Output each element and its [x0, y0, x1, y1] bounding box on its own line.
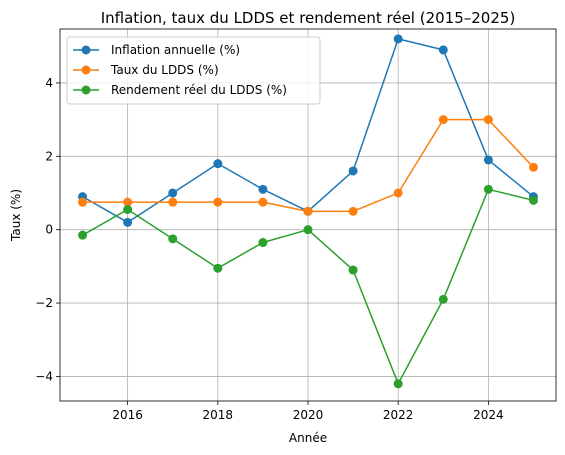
- legend-label: Taux du LDDS (%): [110, 63, 219, 77]
- data-point: [348, 166, 358, 176]
- data-point: [528, 195, 538, 205]
- data-point: [393, 34, 403, 44]
- x-tick-label: 2020: [293, 408, 324, 422]
- data-point: [168, 188, 178, 198]
- data-point: [303, 225, 313, 235]
- legend-box: [66, 36, 321, 105]
- legend-swatch-marker: [81, 85, 91, 95]
- data-point: [258, 238, 268, 248]
- legend: Inflation annuelle (%) Taux du LDDS (%) Re…: [66, 36, 321, 105]
- data-point: [78, 197, 88, 207]
- legend-label: Inflation annuelle (%): [111, 43, 240, 57]
- data-point: [123, 197, 133, 207]
- data-point: [393, 379, 403, 389]
- y-axis-label: Taux (%): [9, 189, 23, 242]
- legend-item: Taux du LDDS (%): [73, 63, 219, 77]
- x-axis: 2016 2018 2020 2022 2024: [112, 401, 504, 422]
- data-point: [168, 197, 178, 207]
- data-point: [483, 115, 493, 125]
- x-tick-label: 2016: [112, 408, 143, 422]
- data-point: [483, 184, 493, 194]
- data-point: [123, 204, 133, 214]
- y-tick-label: 0: [45, 223, 53, 237]
- data-point: [258, 197, 268, 207]
- legend-label: Rendement réel du LDDS (%): [111, 83, 287, 97]
- y-axis: −4 −2 0 2 4: [35, 76, 60, 383]
- data-point: [438, 45, 448, 55]
- data-point: [483, 155, 493, 165]
- y-tick-label: −4: [35, 369, 53, 383]
- data-point: [348, 265, 358, 275]
- data-point: [528, 162, 538, 172]
- series-3: [78, 184, 538, 389]
- y-tick-label: −2: [35, 296, 53, 310]
- data-point: [438, 115, 448, 125]
- legend-item: Rendement réel du LDDS (%): [73, 83, 287, 97]
- data-point: [393, 188, 403, 198]
- data-point: [258, 184, 268, 194]
- series-2: [78, 115, 538, 216]
- chart-title: Inflation, taux du LDDS et rendement rée…: [101, 9, 516, 27]
- y-tick-label: 2: [45, 149, 53, 163]
- data-point: [348, 206, 358, 216]
- legend-swatch-marker: [81, 45, 91, 55]
- x-axis-label: Année: [289, 431, 327, 445]
- x-tick-label: 2022: [383, 408, 414, 422]
- legend-item: Inflation annuelle (%): [73, 43, 240, 57]
- legend-swatch-marker: [81, 65, 91, 75]
- data-point: [213, 197, 223, 207]
- y-tick-label: 4: [45, 76, 53, 90]
- data-point: [438, 294, 448, 304]
- data-point: [123, 217, 133, 227]
- x-tick-label: 2018: [203, 408, 234, 422]
- series-layer: [78, 34, 538, 389]
- data-point: [168, 234, 178, 244]
- x-tick-label: 2024: [473, 408, 504, 422]
- data-point: [78, 230, 88, 240]
- data-point: [213, 263, 223, 273]
- data-point: [303, 206, 313, 216]
- data-point: [213, 159, 223, 169]
